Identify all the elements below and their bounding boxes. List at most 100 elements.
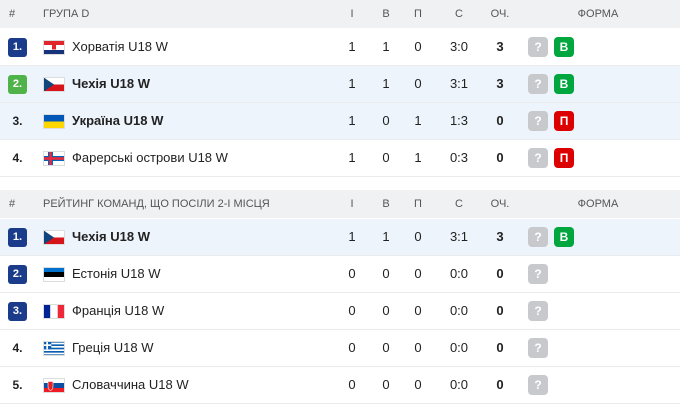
losses: 0 xyxy=(414,340,422,355)
points: 0 xyxy=(496,266,504,281)
rank: 4. xyxy=(12,151,23,165)
team-name[interactable]: Фарерські острови U18 W xyxy=(72,150,228,165)
wins: 0 xyxy=(382,303,390,318)
score: 0:0 xyxy=(449,303,469,318)
rank-badge: 2. xyxy=(8,265,27,284)
losses: 1 xyxy=(414,113,422,128)
team-row[interactable]: 3. Франція U18 W 0 0 0 0:0 0? xyxy=(0,293,680,330)
points: 3 xyxy=(496,76,504,91)
team-name[interactable]: Україна U18 W xyxy=(72,113,164,128)
team-name[interactable]: Греція U18 W xyxy=(72,340,154,355)
points: 3 xyxy=(496,229,504,244)
header-played: І xyxy=(350,8,354,20)
form-badge[interactable]: ? xyxy=(528,74,548,94)
form-badge[interactable]: ? xyxy=(528,37,548,57)
team-row[interactable]: 5. Словаччина U18 W 0 0 0 0:0 0? xyxy=(0,367,680,404)
wins: 1 xyxy=(382,76,390,91)
played: 1 xyxy=(348,39,356,54)
points: 0 xyxy=(496,303,504,318)
header-form: ФОРМА xyxy=(577,8,619,20)
losses: 1 xyxy=(414,150,422,165)
table-header: # РЕЙТИНГ КОМАНД, ЩО ПОСІЛИ 2-І МІСЦЯ І В П С… xyxy=(0,190,680,218)
score: 0:0 xyxy=(449,340,469,355)
form-badge[interactable]: В xyxy=(554,74,574,94)
form-badge[interactable]: ? xyxy=(528,264,548,284)
wins: 0 xyxy=(382,377,390,392)
form-badge[interactable]: ? xyxy=(528,148,548,168)
team-flag xyxy=(43,378,65,398)
played: 0 xyxy=(348,340,356,355)
form-badge[interactable]: ? xyxy=(528,301,548,321)
header-points: ОЧ. xyxy=(490,198,510,210)
form-badge[interactable]: В xyxy=(554,37,574,57)
form-badge[interactable]: П xyxy=(554,148,574,168)
form-badge[interactable]: ? xyxy=(528,375,548,395)
played: 0 xyxy=(348,266,356,281)
score: 0:0 xyxy=(449,266,469,281)
header-losses: П xyxy=(414,198,422,210)
team-row[interactable]: 2. Чехія U18 W 1 1 0 3:1 3? В xyxy=(0,66,680,103)
rank: 4. xyxy=(12,341,23,355)
table-header: # ГРУПА D І В П С ОЧ. ФОРМА xyxy=(0,0,680,28)
wins: 0 xyxy=(382,340,390,355)
points: 0 xyxy=(496,150,504,165)
score: 0:3 xyxy=(449,150,469,165)
form-badge[interactable]: П xyxy=(554,111,574,131)
header-wins: В xyxy=(382,8,390,20)
losses: 0 xyxy=(414,76,422,91)
team-name[interactable]: Чехія U18 W xyxy=(72,76,150,91)
header-rank: # xyxy=(9,198,16,210)
played: 0 xyxy=(348,303,356,318)
rank: 3. xyxy=(12,114,23,128)
points: 0 xyxy=(496,113,504,128)
team-name[interactable]: Хорватія U18 W xyxy=(72,39,168,54)
team-flag xyxy=(43,77,65,97)
team-row[interactable]: 4. Греція U18 W 0 0 0 0:0 0? xyxy=(0,330,680,367)
score: 3:0 xyxy=(449,39,469,54)
team-row[interactable]: 2. Естонія U18 W 0 0 0 0:0 0? xyxy=(0,256,680,293)
wins: 1 xyxy=(382,39,390,54)
team-name[interactable]: Словаччина U18 W xyxy=(72,377,189,392)
played: 0 xyxy=(348,377,356,392)
header-rank: # xyxy=(9,8,16,20)
played: 1 xyxy=(348,76,356,91)
rank-badge: 3. xyxy=(8,302,27,321)
header-played: І xyxy=(350,198,354,210)
losses: 0 xyxy=(414,303,422,318)
form-badge[interactable]: ? xyxy=(528,111,548,131)
form-badge[interactable]: ? xyxy=(528,338,548,358)
team-row[interactable]: 1. Чехія U18 W 1 1 0 3:1 3? В xyxy=(0,219,680,256)
form-badge[interactable]: В xyxy=(554,227,574,247)
team-row[interactable]: 1. Хорватія U18 W 1 1 0 3:0 3? В xyxy=(0,29,680,66)
wins: 0 xyxy=(382,113,390,128)
form-badge[interactable]: ? xyxy=(528,227,548,247)
score: 3:1 xyxy=(449,76,469,91)
rank: 5. xyxy=(12,378,23,392)
header-title: ГРУПА D xyxy=(43,8,90,20)
wins: 0 xyxy=(382,266,390,281)
points: 0 xyxy=(496,340,504,355)
team-flag xyxy=(43,304,65,324)
header-wins: В xyxy=(382,198,390,210)
played: 1 xyxy=(348,113,356,128)
team-name[interactable]: Естонія U18 W xyxy=(72,266,161,281)
header-losses: П xyxy=(414,8,422,20)
team-flag xyxy=(43,40,65,60)
losses: 0 xyxy=(414,39,422,54)
header-title: РЕЙТИНГ КОМАНД, ЩО ПОСІЛИ 2-І МІСЦЯ xyxy=(43,198,270,210)
points: 3 xyxy=(496,39,504,54)
team-row[interactable]: 4. Фарерські острови U18 W 1 0 1 0:3 0? П xyxy=(0,140,680,177)
losses: 0 xyxy=(414,377,422,392)
rank-badge: 1. xyxy=(8,228,27,247)
header-score: С xyxy=(455,198,463,210)
team-row[interactable]: 3. Україна U18 W 1 0 1 1:3 0? П xyxy=(0,103,680,140)
score: 0:0 xyxy=(449,377,469,392)
score: 3:1 xyxy=(449,229,469,244)
team-flag xyxy=(43,230,65,250)
score: 1:3 xyxy=(449,113,469,128)
wins: 1 xyxy=(382,229,390,244)
team-name[interactable]: Франція U18 W xyxy=(72,303,165,318)
wins: 0 xyxy=(382,150,390,165)
team-flag xyxy=(43,267,65,287)
team-name[interactable]: Чехія U18 W xyxy=(72,229,150,244)
